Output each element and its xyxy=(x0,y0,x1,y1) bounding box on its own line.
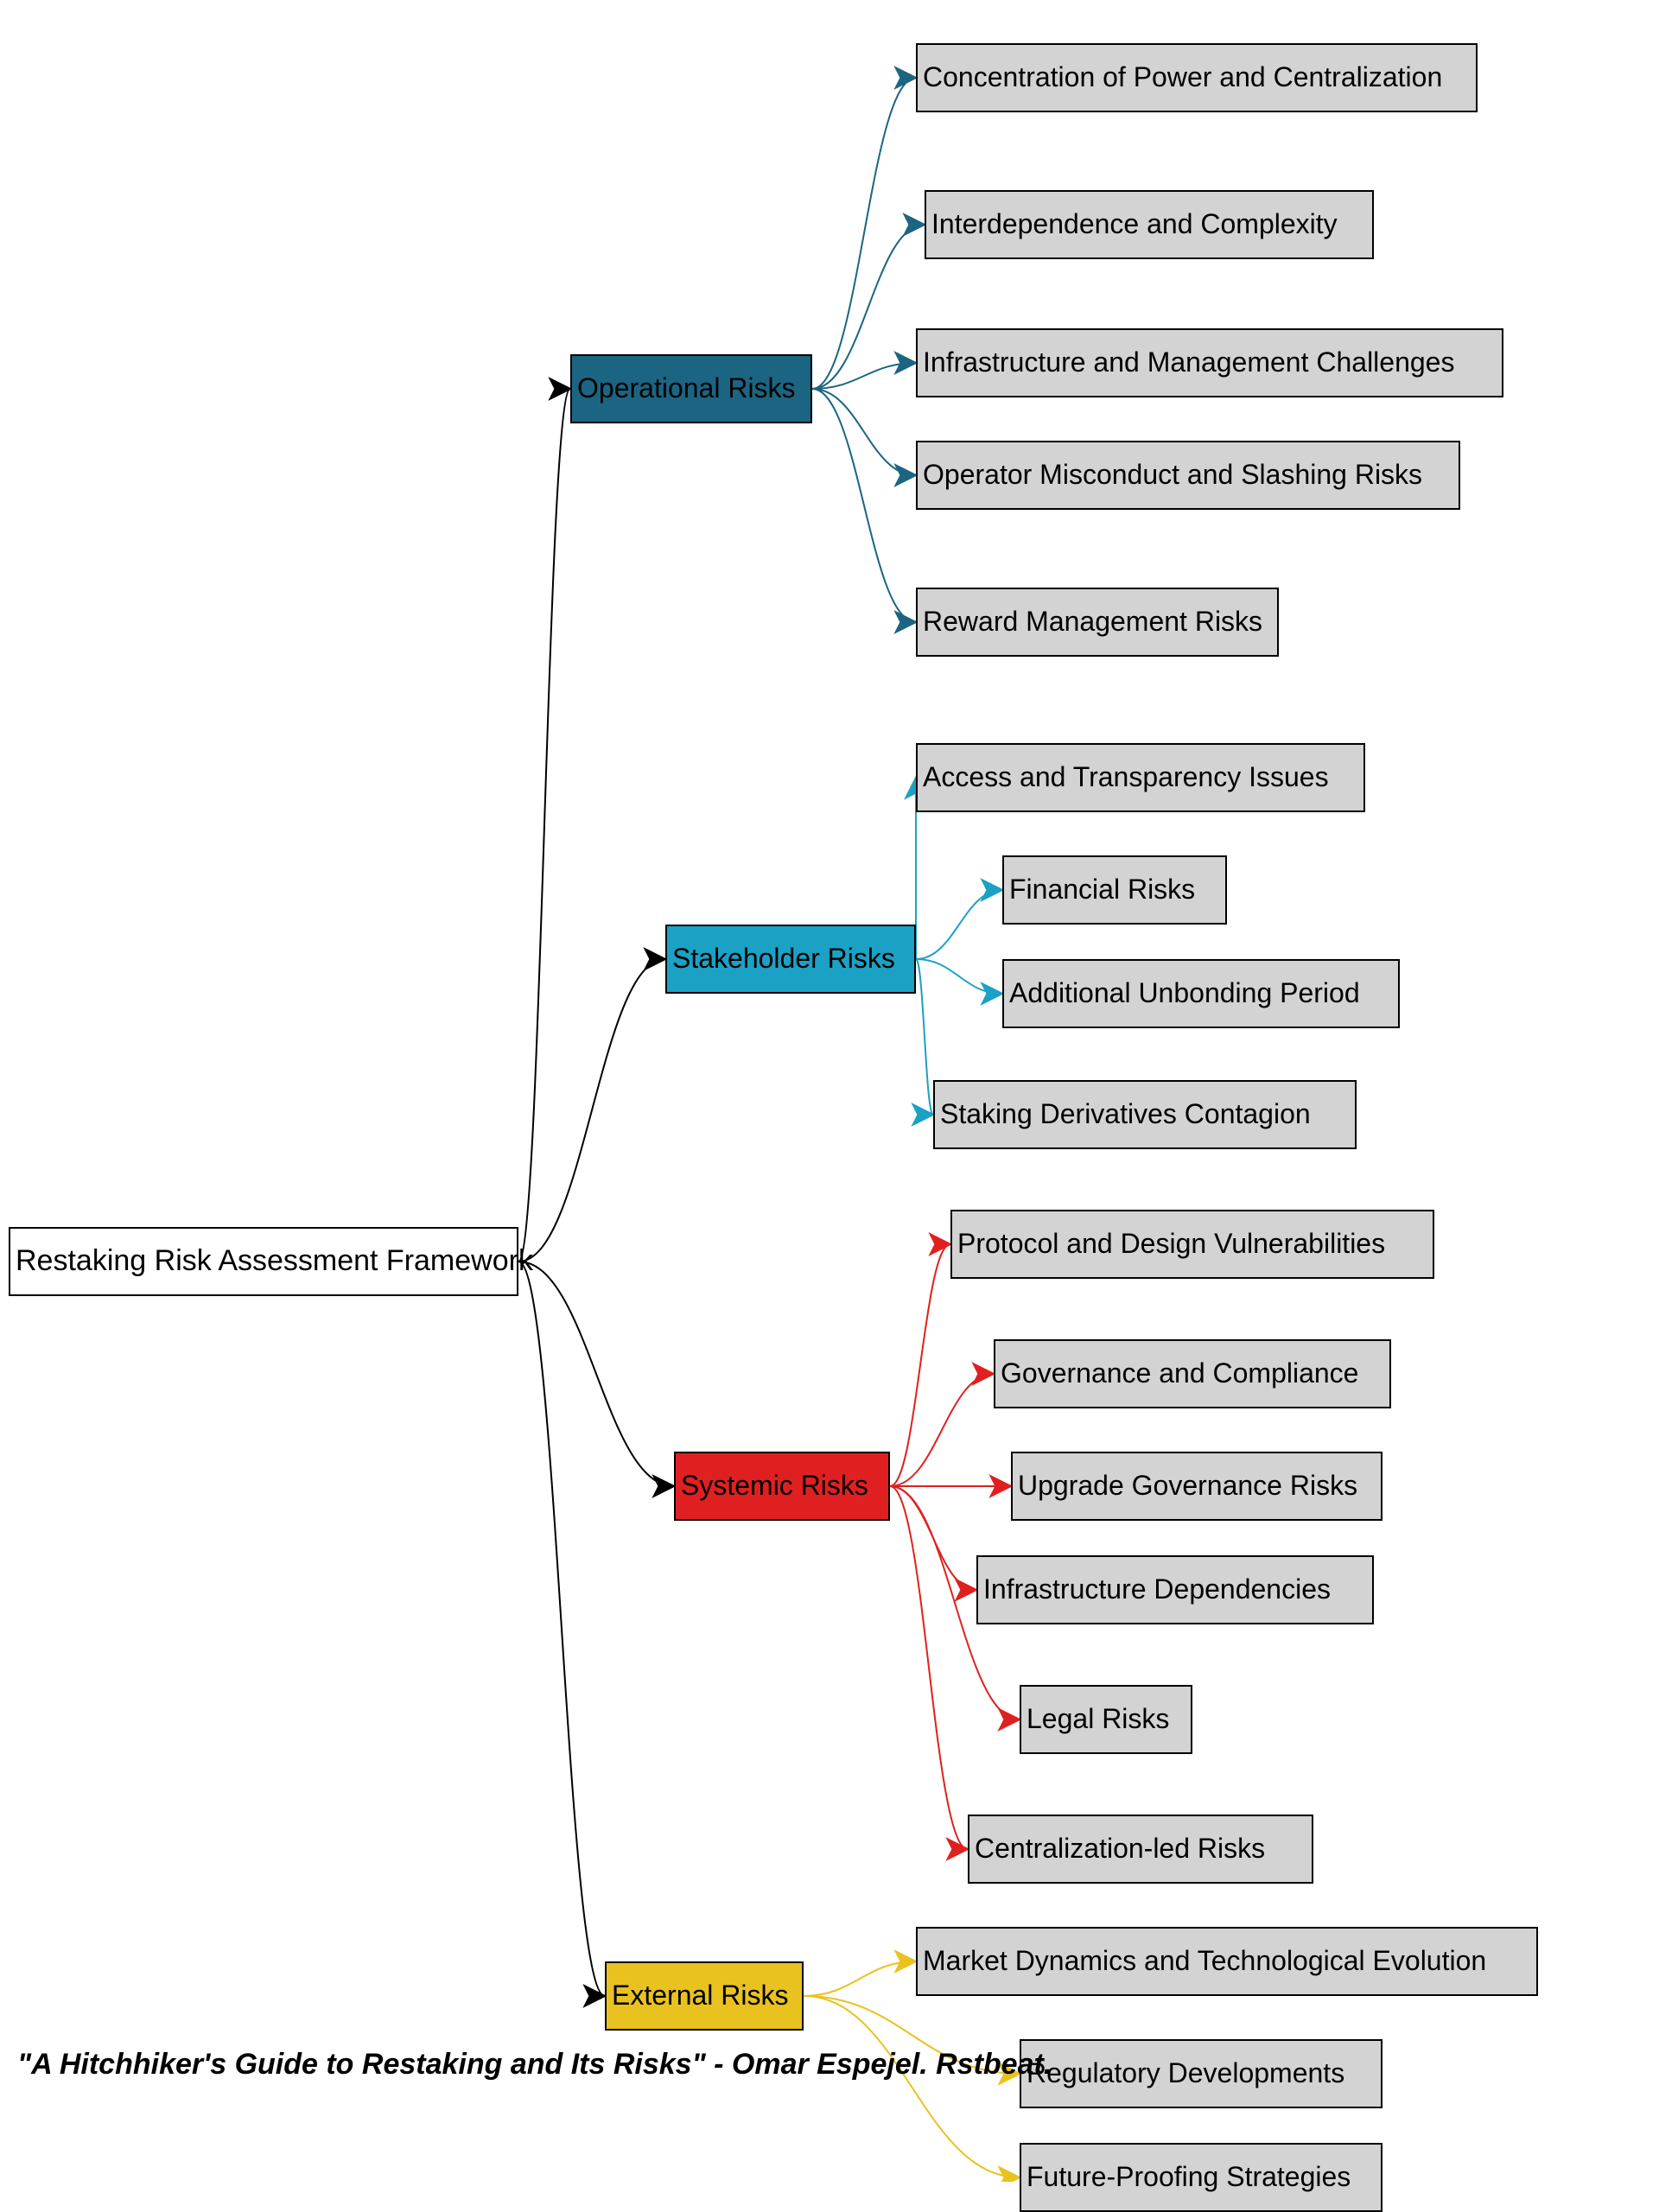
edge xyxy=(804,1996,1020,2177)
leaf-label: Regulatory Developments xyxy=(1027,2058,1344,2088)
root-label: Restaking Risk Assessment Framework xyxy=(16,1245,533,1277)
category-label: Stakeholder Risks xyxy=(672,944,895,974)
leaf-label: Staking Derivatives Contagion xyxy=(940,1099,1311,1129)
leaf-node-sh3: Additional Unbonding Period xyxy=(1002,959,1400,1028)
leaf-node-ext3: Future-Proofing Strategies xyxy=(1020,2143,1382,2212)
edge xyxy=(812,389,916,475)
leaf-node-op4: Operator Misconduct and Slashing Risks xyxy=(916,441,1460,510)
leaf-label: Financial Risks xyxy=(1009,874,1195,905)
leaf-node-sys1: Protocol and Design Vulnerabilities xyxy=(950,1210,1434,1279)
leaf-node-sh4: Staking Derivatives Contagion xyxy=(933,1080,1357,1149)
edge xyxy=(812,389,916,622)
leaf-node-sys5: Legal Risks xyxy=(1020,1685,1192,1754)
leaf-label: Concentration of Power and Centralizatio… xyxy=(923,62,1442,92)
category-label: Systemic Risks xyxy=(681,1471,868,1501)
leaf-label: Additional Unbonding Period xyxy=(1009,978,1360,1008)
leaf-label: Access and Transparency Issues xyxy=(923,762,1329,792)
leaf-label: Market Dynamics and Technological Evolut… xyxy=(923,1946,1486,1976)
edge xyxy=(890,1244,950,1486)
edge xyxy=(812,363,916,389)
edge xyxy=(812,225,925,389)
leaf-label: Future-Proofing Strategies xyxy=(1027,2162,1351,2192)
root-node: Restaking Risk Assessment Framework xyxy=(9,1227,518,1296)
edge xyxy=(812,78,916,389)
leaf-label: Protocol and Design Vulnerabilities xyxy=(957,1229,1385,1259)
leaf-node-sh2: Financial Risks xyxy=(1002,855,1227,925)
category-label: Operational Risks xyxy=(577,373,796,404)
edge xyxy=(518,959,665,1262)
leaf-label: Infrastructure Dependencies xyxy=(983,1574,1331,1605)
leaf-label: Governance and Compliance xyxy=(1001,1358,1358,1389)
edge xyxy=(916,959,1002,994)
category-node-ext: External Risks xyxy=(605,1961,804,2031)
edge xyxy=(916,959,933,1115)
leaf-node-op3: Infrastructure and Management Challenges xyxy=(916,328,1503,397)
edge xyxy=(518,1262,605,1996)
leaf-label: Interdependence and Complexity xyxy=(931,209,1338,239)
leaf-node-sh1: Access and Transparency Issues xyxy=(916,743,1365,812)
leaf-node-sys6: Centralization-led Risks xyxy=(968,1815,1313,1884)
category-node-op: Operational Risks xyxy=(570,354,812,423)
leaf-node-op1: Concentration of Power and Centralizatio… xyxy=(916,43,1478,112)
leaf-node-ext1: Market Dynamics and Technological Evolut… xyxy=(916,1927,1538,1996)
leaf-node-op2: Interdependence and Complexity xyxy=(925,190,1374,259)
edge xyxy=(890,1486,968,1849)
edge xyxy=(890,1374,994,1486)
leaf-label: Reward Management Risks xyxy=(923,607,1262,637)
category-label: External Risks xyxy=(612,1980,789,2011)
leaf-label: Upgrade Governance Risks xyxy=(1018,1471,1357,1501)
leaf-label: Legal Risks xyxy=(1027,1704,1169,1734)
edge xyxy=(518,1262,674,1486)
category-node-sys: Systemic Risks xyxy=(674,1452,890,1521)
diagram-stage: Restaking Risk Assessment Framework Opera… xyxy=(0,0,1659,2182)
leaf-node-sys4: Infrastructure Dependencies xyxy=(976,1555,1374,1624)
leaf-node-op5: Reward Management Risks xyxy=(916,588,1279,657)
edge xyxy=(518,389,570,1262)
leaf-label: Operator Misconduct and Slashing Risks xyxy=(923,460,1422,490)
category-node-sh: Stakeholder Risks xyxy=(665,925,916,994)
leaf-node-ext2: Regulatory Developments xyxy=(1020,2039,1382,2108)
caption-text: "A Hitchhiker's Guide to Restaking and I… xyxy=(17,2048,1052,2082)
leaf-node-sys3: Upgrade Governance Risks xyxy=(1011,1452,1382,1521)
leaf-node-sys2: Governance and Compliance xyxy=(994,1339,1391,1408)
edge xyxy=(916,890,1002,959)
leaf-label: Infrastructure and Management Challenges xyxy=(923,347,1454,378)
leaf-label: Centralization-led Risks xyxy=(975,1834,1265,1864)
edge xyxy=(890,1486,976,1590)
edge xyxy=(804,1961,916,1996)
edges-layer xyxy=(0,0,1659,2182)
